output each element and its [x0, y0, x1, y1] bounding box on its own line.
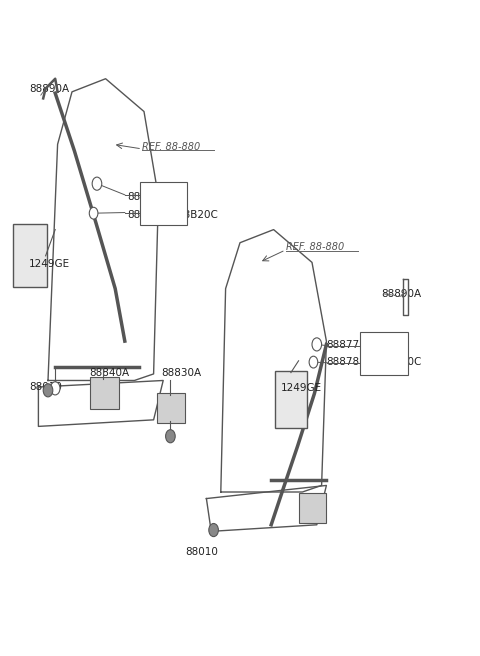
Circle shape [309, 356, 318, 368]
Circle shape [50, 382, 60, 395]
Text: 88B20C: 88B20C [178, 210, 218, 220]
Circle shape [166, 430, 175, 443]
Text: 88877: 88877 [127, 210, 160, 220]
FancyBboxPatch shape [157, 393, 185, 423]
Text: 88878: 88878 [326, 357, 360, 367]
Text: 88890A: 88890A [29, 83, 69, 94]
Text: 88878: 88878 [127, 192, 160, 202]
Text: 88810C: 88810C [382, 357, 422, 367]
Circle shape [312, 338, 322, 351]
Text: 1249GE: 1249GE [281, 383, 322, 394]
Text: 88840A: 88840A [89, 367, 129, 378]
Text: 88010: 88010 [29, 382, 61, 392]
Text: REF. 88-880: REF. 88-880 [286, 242, 344, 253]
Circle shape [92, 177, 102, 190]
Text: 88830A: 88830A [161, 367, 201, 378]
Circle shape [89, 207, 98, 219]
Circle shape [209, 523, 218, 537]
Text: 1249GE: 1249GE [29, 258, 70, 269]
Circle shape [43, 384, 53, 397]
FancyBboxPatch shape [360, 332, 408, 375]
FancyBboxPatch shape [140, 182, 187, 225]
Text: 88877: 88877 [326, 340, 360, 350]
Text: 88010: 88010 [185, 547, 217, 558]
FancyBboxPatch shape [13, 224, 47, 287]
Text: REF. 88-880: REF. 88-880 [142, 142, 200, 152]
Text: 88890A: 88890A [382, 289, 422, 299]
FancyBboxPatch shape [299, 493, 326, 523]
FancyBboxPatch shape [90, 377, 119, 409]
FancyBboxPatch shape [275, 371, 307, 428]
